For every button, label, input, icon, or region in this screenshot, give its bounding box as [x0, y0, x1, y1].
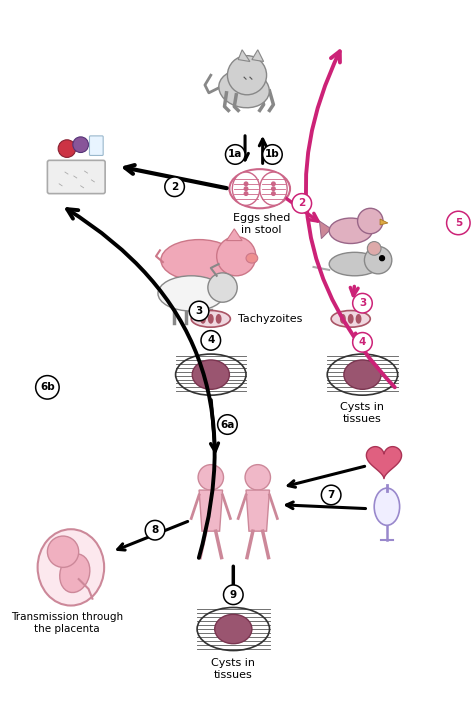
Text: 4: 4 — [207, 335, 215, 345]
Circle shape — [272, 182, 275, 186]
Ellipse shape — [329, 218, 372, 244]
Text: 6a: 6a — [220, 420, 235, 430]
Ellipse shape — [200, 314, 206, 324]
Circle shape — [73, 137, 89, 152]
Text: 2: 2 — [298, 198, 305, 208]
Circle shape — [272, 192, 275, 195]
Ellipse shape — [161, 240, 237, 281]
Ellipse shape — [329, 252, 380, 276]
Ellipse shape — [246, 253, 258, 263]
Circle shape — [353, 332, 372, 352]
Circle shape — [292, 194, 311, 213]
FancyArrowPatch shape — [306, 51, 395, 388]
Text: Cysts in
tissues: Cysts in tissues — [211, 659, 255, 680]
Circle shape — [447, 211, 470, 235]
Ellipse shape — [331, 310, 370, 327]
Text: 1b: 1b — [265, 149, 280, 159]
Text: Tachyzoites: Tachyzoites — [238, 314, 302, 324]
Ellipse shape — [60, 554, 90, 593]
Circle shape — [165, 177, 184, 197]
Ellipse shape — [340, 314, 346, 324]
Circle shape — [365, 247, 392, 274]
FancyArrowPatch shape — [67, 209, 215, 558]
Circle shape — [201, 330, 220, 350]
FancyBboxPatch shape — [90, 136, 103, 155]
Ellipse shape — [191, 310, 230, 327]
Circle shape — [198, 465, 224, 490]
Ellipse shape — [260, 172, 287, 205]
Text: 8: 8 — [151, 526, 159, 536]
Circle shape — [367, 242, 381, 255]
Ellipse shape — [334, 225, 359, 240]
Text: 4: 4 — [359, 337, 366, 347]
Polygon shape — [199, 490, 222, 531]
Polygon shape — [366, 447, 401, 478]
Ellipse shape — [158, 276, 225, 311]
Circle shape — [226, 144, 245, 164]
Polygon shape — [246, 490, 270, 531]
Ellipse shape — [229, 169, 290, 208]
Circle shape — [224, 585, 243, 605]
Circle shape — [353, 293, 372, 313]
Ellipse shape — [356, 314, 362, 324]
Circle shape — [244, 182, 248, 186]
Circle shape — [47, 536, 79, 568]
Circle shape — [245, 465, 271, 490]
Circle shape — [189, 301, 209, 321]
Polygon shape — [252, 50, 264, 61]
Ellipse shape — [374, 488, 400, 526]
Circle shape — [36, 375, 59, 399]
Polygon shape — [319, 221, 331, 239]
Text: 1a: 1a — [228, 149, 242, 159]
Polygon shape — [238, 50, 250, 61]
Circle shape — [357, 208, 383, 234]
Polygon shape — [380, 219, 388, 225]
Ellipse shape — [215, 614, 252, 644]
Polygon shape — [227, 229, 242, 240]
Circle shape — [244, 192, 248, 195]
Circle shape — [145, 521, 165, 540]
Text: 6b: 6b — [40, 383, 55, 393]
Circle shape — [228, 56, 266, 95]
Circle shape — [217, 237, 256, 276]
Text: 7: 7 — [328, 490, 335, 500]
Circle shape — [58, 140, 76, 157]
Ellipse shape — [37, 529, 104, 606]
Circle shape — [321, 485, 341, 505]
Text: 3: 3 — [195, 306, 203, 316]
Ellipse shape — [216, 314, 221, 324]
Circle shape — [272, 187, 275, 190]
Ellipse shape — [348, 314, 354, 324]
Ellipse shape — [208, 314, 214, 324]
Text: Cysts in
tissues: Cysts in tissues — [340, 402, 384, 423]
Text: Transmission through
the placenta: Transmission through the placenta — [11, 612, 123, 634]
Circle shape — [218, 415, 237, 434]
Ellipse shape — [192, 360, 229, 389]
Text: 5: 5 — [455, 218, 462, 228]
FancyBboxPatch shape — [47, 160, 105, 194]
Text: 9: 9 — [230, 590, 237, 600]
Circle shape — [208, 273, 237, 302]
Ellipse shape — [344, 360, 381, 389]
Circle shape — [380, 256, 384, 261]
Circle shape — [244, 187, 248, 190]
Circle shape — [263, 144, 282, 164]
Ellipse shape — [232, 172, 260, 205]
Text: Eggs shed
in stool: Eggs shed in stool — [233, 213, 291, 235]
Text: 2: 2 — [171, 182, 178, 192]
Ellipse shape — [219, 70, 269, 108]
Text: 3: 3 — [359, 298, 366, 308]
